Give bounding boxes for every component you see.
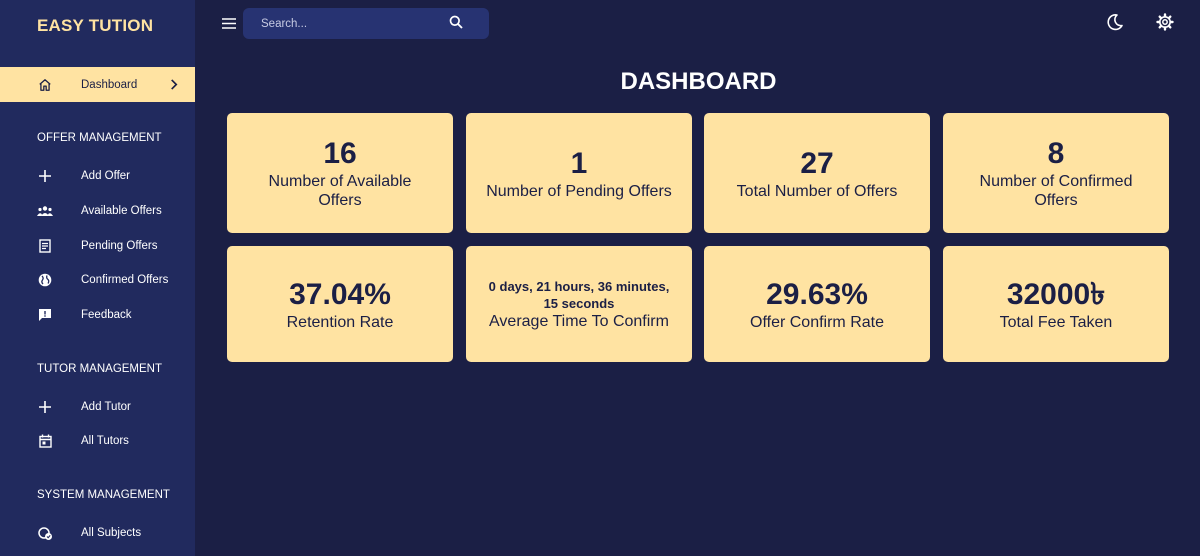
stat-card-offer-confirm-rate: 29.63% Offer Confirm Rate (704, 246, 930, 362)
page-title: DASHBOARD (620, 68, 777, 95)
sidebar-item-pending-offers[interactable]: Pending Offers (0, 231, 195, 261)
stat-card-total-fee: 32000৳ Total Fee Taken (943, 246, 1169, 362)
stat-card-confirmed-offers: 8 Number of Confirmed Offers (943, 113, 1169, 233)
search-bar (243, 8, 489, 39)
moon-icon[interactable] (1106, 13, 1124, 31)
sidebar-item-add-offer[interactable]: Add Offer (0, 161, 195, 191)
stat-value: 0 days, 21 hours, 36 minutes, 15 seconds (488, 278, 670, 311)
stat-value: 32000৳ (1006, 277, 1106, 311)
sidebar: EASY TUTION Dashboard OFFER MANAGEMENT A… (0, 0, 195, 556)
stat-value: 1 (570, 146, 588, 180)
calendar-icon (37, 433, 53, 449)
menu-icon[interactable] (221, 15, 237, 31)
stat-label: Number of Pending Offers (486, 182, 672, 200)
stat-value: 27 (800, 146, 834, 180)
stat-card-total-offers: 27 Total Number of Offers (704, 113, 930, 233)
sidebar-item-dashboard[interactable]: Dashboard (0, 67, 195, 102)
stat-card-available-offers: 16 Number of Available Offers (227, 113, 453, 233)
receipt-icon (37, 238, 53, 254)
sidebar-item-label: Dashboard (81, 78, 138, 91)
stat-card-retention-rate: 37.04% Retention Rate (227, 246, 453, 362)
stat-card-pending-offers: 1 Number of Pending Offers (466, 113, 692, 233)
globe-icon (37, 272, 53, 288)
stat-label: Offer Confirm Rate (750, 313, 884, 331)
feedback-icon (37, 307, 53, 323)
gear-icon[interactable] (1156, 13, 1174, 31)
stat-value: 29.63% (766, 277, 868, 311)
search-icon[interactable] (449, 15, 463, 29)
stat-label: Total Number of Offers (736, 182, 898, 200)
sidebar-item-label: All Subjects (81, 527, 142, 539)
stat-card-average-time: 0 days, 21 hours, 36 minutes, 15 seconds… (466, 246, 692, 362)
stat-value: 8 (1047, 137, 1065, 170)
subjects-icon (37, 525, 53, 541)
stat-label: Number of Confirmed Offers (979, 173, 1133, 209)
sidebar-item-add-tutor[interactable]: Add Tutor (0, 392, 195, 422)
plus-icon (37, 168, 53, 184)
sidebar-item-label: Confirmed Offers (81, 274, 169, 286)
plus-icon (37, 399, 53, 415)
group-icon (37, 203, 53, 219)
section-title-offer-management: OFFER MANAGEMENT (37, 132, 162, 144)
chevron-right-icon (170, 79, 180, 91)
stat-value: 37.04% (289, 277, 391, 311)
sidebar-item-label: Add Offer (81, 170, 131, 182)
stat-label: Number of Available Offers (268, 173, 412, 209)
sidebar-item-label: Feedback (81, 309, 132, 321)
search-input[interactable] (261, 8, 451, 39)
sidebar-item-all-subjects[interactable]: All Subjects (0, 518, 195, 548)
stat-value: 16 (323, 137, 357, 170)
section-title-tutor-management: TUTOR MANAGEMENT (37, 363, 163, 375)
sidebar-item-available-offers[interactable]: Available Offers (0, 196, 195, 226)
sidebar-item-confirmed-offers[interactable]: Confirmed Offers (0, 265, 195, 295)
home-icon (37, 77, 53, 93)
sidebar-item-label: Pending Offers (81, 240, 158, 252)
brand-logo[interactable]: EASY TUTION (37, 16, 154, 35)
sidebar-item-label: Add Tutor (81, 401, 131, 413)
stat-label: Average Time To Confirm (489, 312, 669, 330)
stat-label: Retention Rate (286, 313, 394, 331)
sidebar-item-label: All Tutors (81, 435, 129, 447)
sidebar-item-label: Available Offers (81, 205, 162, 217)
stat-label: Total Fee Taken (999, 313, 1113, 331)
section-title-system-management: SYSTEM MANAGEMENT (37, 489, 170, 501)
sidebar-item-feedback[interactable]: Feedback (0, 300, 195, 330)
sidebar-item-all-tutors[interactable]: All Tutors (0, 426, 195, 456)
